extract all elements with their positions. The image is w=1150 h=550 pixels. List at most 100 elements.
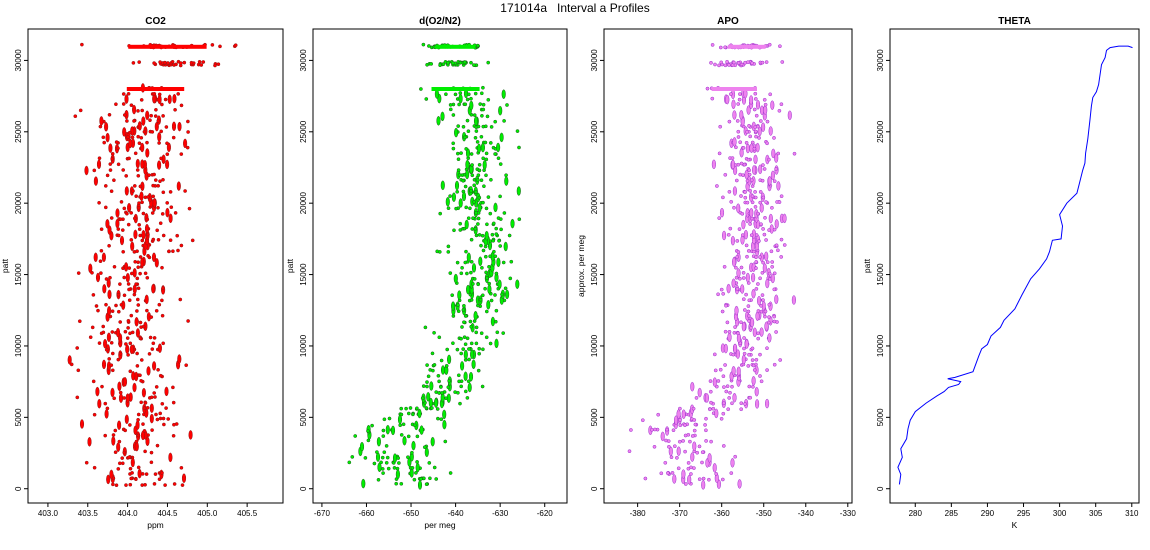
co2-data-point: [166, 61, 170, 65]
co2-data-point: [161, 286, 165, 291]
co2-data-point: [125, 272, 130, 283]
o2n2-data-point: [458, 91, 463, 95]
co2-data-point: [145, 275, 150, 280]
co2-data-point: [113, 450, 118, 455]
o2n2-data-point: [444, 396, 448, 401]
apo-data-point: [731, 366, 736, 376]
o2n2-data-point: [384, 444, 389, 448]
co2-data-point: [135, 351, 139, 356]
co2-data-point: [153, 178, 158, 182]
o2n2-data-point: [478, 102, 483, 106]
co2-data-point: [132, 382, 137, 393]
apo-data-point: [721, 195, 725, 200]
o2n2-data-point: [465, 118, 470, 123]
o2n2-data-point: [462, 320, 466, 325]
theta-y-tick-label: 20000: [876, 192, 885, 215]
o2n2-data-point: [473, 116, 479, 126]
theta-x-tick-label: 290: [981, 509, 995, 518]
co2-data-point: [99, 271, 103, 275]
co2-data-point: [130, 135, 135, 140]
apo-data-point: [767, 315, 771, 319]
co2-data-point: [151, 252, 157, 263]
apo-data-point: [763, 215, 767, 220]
o2n2-data-point: [486, 300, 491, 310]
o2n2-data-point: [515, 279, 520, 289]
o2n2-data-point: [477, 168, 482, 173]
apo-data-point: [774, 294, 779, 305]
o2n2-data-point: [502, 119, 506, 123]
co2-data-point: [124, 483, 128, 487]
co2-data-point: [107, 243, 111, 248]
o2n2-data-point: [480, 233, 485, 238]
apo-data-point: [722, 230, 727, 241]
apo-data-point: [779, 255, 784, 259]
o2n2-data-point: [493, 202, 498, 213]
o2n2-data-point: [446, 206, 451, 211]
theta-x-tick-label: 305: [1089, 509, 1103, 518]
apo-data-point: [683, 449, 687, 454]
co2-data-point: [116, 146, 120, 151]
apo-data-point: [765, 346, 769, 351]
apo-data-point: [695, 450, 700, 455]
co2-data-point: [94, 304, 99, 308]
co2-data-point: [127, 202, 132, 213]
o2n2-data-point: [379, 460, 383, 465]
co2-data-point: [118, 282, 122, 286]
apo-data-point: [774, 330, 778, 334]
co2-data-point: [182, 60, 187, 65]
o2n2-data-point: [476, 173, 481, 178]
co2-data-point: [167, 94, 172, 105]
co2-data-point: [136, 109, 140, 113]
apo-data-point: [765, 141, 769, 146]
co2-data-point: [161, 190, 166, 195]
co2-data-point: [110, 156, 115, 161]
o2n2-data-point: [478, 297, 483, 302]
o2n2-data-point: [385, 455, 390, 460]
apo-data-point: [746, 314, 751, 318]
apo-data-point: [649, 427, 654, 432]
co2-data-point: [149, 113, 154, 118]
o2n2-data-point: [426, 374, 431, 379]
co2-data-point: [140, 159, 145, 169]
co2-data-point: [113, 428, 118, 433]
o2n2-data-point: [448, 107, 453, 112]
co2-data-point: [177, 354, 182, 364]
apo-data-point: [720, 477, 725, 482]
co2-x-tick-label: 405.0: [197, 509, 218, 518]
apo-data-point: [736, 250, 741, 254]
apo-y-tick-label: 0: [590, 486, 599, 491]
apo-data-point: [751, 288, 756, 299]
apo-data-point: [744, 339, 749, 349]
co2-data-point: [106, 332, 111, 343]
co2-data-point: [116, 292, 121, 297]
o2n2-data-point: [462, 303, 466, 308]
co2-data-point: [151, 183, 155, 188]
o2n2-y-tick-label: 25000: [299, 120, 308, 143]
co2-data-point: [154, 107, 158, 112]
co2-data-point: [116, 233, 121, 238]
o2n2-data-point: [459, 151, 463, 155]
co2-data-point: [161, 341, 166, 346]
co2-data-point: [132, 184, 137, 188]
co2-data-point: [123, 329, 128, 334]
theta-x-axis-label: K: [1012, 520, 1018, 530]
theta-y-tick-label: 25000: [876, 120, 885, 143]
apo-data-point: [767, 42, 772, 47]
co2-data-point: [139, 98, 144, 102]
co2-data-point: [132, 284, 137, 294]
apo-data-point: [742, 351, 747, 356]
apo-data-point: [712, 377, 717, 387]
apo-data-point: [739, 407, 744, 412]
o2n2-data-point: [468, 319, 473, 324]
apo-data-point: [751, 376, 756, 386]
co2-data-point: [144, 223, 150, 234]
o2n2-data-point: [458, 221, 463, 226]
co2-data-point: [152, 172, 156, 177]
o2n2-data-point: [395, 469, 400, 480]
apo-data-point: [694, 396, 699, 400]
o2n2-data-point: [424, 447, 429, 458]
co2-data-point: [96, 159, 102, 170]
apo-data-point: [722, 264, 727, 269]
apo-data-point: [708, 389, 713, 394]
o2n2-data-point: [456, 168, 461, 172]
